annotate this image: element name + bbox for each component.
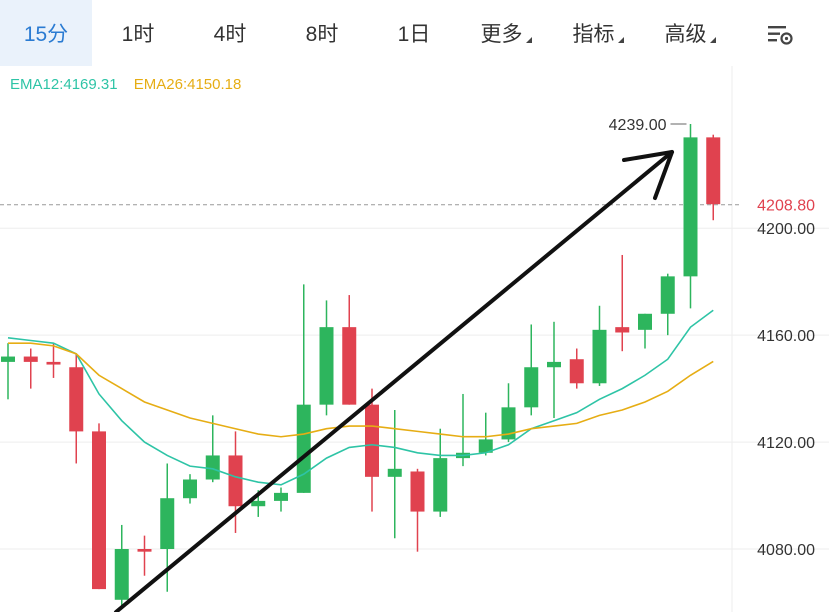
candle-body xyxy=(433,458,448,512)
dropdown-caret-icon xyxy=(525,37,532,43)
candle-body xyxy=(183,479,197,499)
candle-body xyxy=(410,471,425,512)
candle-body xyxy=(92,431,106,590)
candle-body xyxy=(296,404,311,493)
candle-body xyxy=(46,361,61,365)
trend-arrow-head xyxy=(622,150,674,200)
candle-body xyxy=(501,407,516,440)
candle-body xyxy=(274,492,288,501)
tab-label: 高级 xyxy=(664,23,707,46)
candle-body xyxy=(706,137,721,205)
candlestick-chart[interactable]: 4080.00 4120.00 4160.00 4200.00 4208.80 4239.… xyxy=(0,66,829,612)
candle-body xyxy=(547,361,561,368)
candle-body xyxy=(638,313,652,330)
candle-body xyxy=(660,276,675,314)
ema-legend: EMA12:4169.31 EMA26:4150.18 xyxy=(10,76,253,93)
candle-body xyxy=(524,367,539,408)
y-tick-label: 4160.00 xyxy=(757,328,815,345)
tab-label: 1日 xyxy=(397,23,431,46)
tab-7[interactable]: 高级 xyxy=(644,0,736,66)
candle-body xyxy=(228,455,243,507)
chart-settings-icon xyxy=(768,26,793,45)
ema26-legend-label: EMA26:4150.18 xyxy=(133,76,242,93)
tab-0[interactable]: 15分 xyxy=(0,0,92,66)
candle-body xyxy=(114,549,129,600)
candle-body xyxy=(478,439,493,453)
candle-body xyxy=(592,329,607,384)
tab-label: 4时 xyxy=(213,23,247,46)
ema12-legend-label: EMA12:4169.31 xyxy=(10,76,118,93)
tab-label: 更多 xyxy=(480,23,523,46)
y-tick-label: 4120.00 xyxy=(757,435,815,452)
tab-4[interactable]: 1日 xyxy=(368,0,460,66)
candle-body xyxy=(615,327,630,333)
tab-3[interactable]: 8时 xyxy=(276,0,368,66)
candle-body xyxy=(365,404,379,477)
candle-body xyxy=(137,549,152,552)
tab-6[interactable]: 指标 xyxy=(552,0,644,66)
candle-body xyxy=(1,356,15,362)
tab-label: 1时 xyxy=(121,23,155,46)
last-price-label: 4208.80 xyxy=(757,198,815,215)
chart-settings-button[interactable] xyxy=(760,14,800,54)
candle-body xyxy=(387,468,402,477)
candle-body xyxy=(160,498,175,549)
candle-body xyxy=(342,327,357,405)
candle-body xyxy=(569,359,584,384)
candle-body xyxy=(69,367,84,432)
dropdown-caret-icon xyxy=(709,37,716,43)
max-price-label: 4239.00 xyxy=(609,117,667,134)
y-tick-label: 4080.00 xyxy=(757,542,815,559)
ema12-line xyxy=(7,309,714,486)
tab-2[interactable]: 4时 xyxy=(184,0,276,66)
trend-arrow-line xyxy=(114,150,674,612)
candle-body xyxy=(319,327,334,405)
dropdown-caret-icon xyxy=(617,37,624,43)
candle-body xyxy=(251,500,266,507)
ema26-line xyxy=(8,342,714,438)
tab-5[interactable]: 更多 xyxy=(460,0,552,66)
timeframe-toolbar: 15分 1时 4时 8时 1日 更多 指标 高级 xyxy=(0,0,829,66)
y-tick-label: 4200.00 xyxy=(757,221,815,238)
tab-label: 指标 xyxy=(572,23,615,46)
tab-label: 8时 xyxy=(305,23,339,46)
candle-body xyxy=(205,455,220,480)
tab-label: 15分 xyxy=(23,23,69,46)
candle-body xyxy=(23,356,38,362)
tab-1[interactable]: 1时 xyxy=(92,0,184,66)
candle-body xyxy=(683,137,698,277)
